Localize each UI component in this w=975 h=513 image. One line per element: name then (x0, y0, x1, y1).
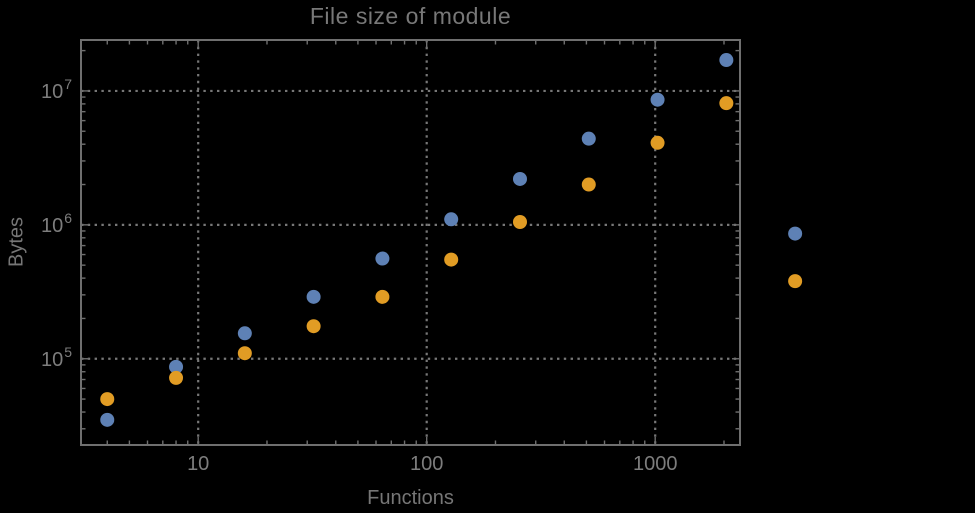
data-point-series-blue (512, 171, 527, 186)
data-point-series-blue (100, 412, 115, 427)
x-axis-label: Functions (367, 487, 454, 509)
chart-title: File size of module (309, 3, 512, 29)
x-tick-label: 10 (187, 453, 209, 475)
y-axis-label: Bytes (5, 216, 28, 268)
data-point-series-orange (719, 96, 734, 111)
data-point-series-orange (375, 289, 390, 304)
data-point-series-blue (444, 212, 459, 227)
x-tick-label: 1000 (633, 453, 678, 475)
data-point-series-orange (169, 370, 184, 385)
data-point-series-orange (100, 392, 115, 407)
y-tick-label: 106 (41, 210, 72, 237)
data-point-series-orange (650, 135, 665, 150)
data-point-series-orange (306, 319, 321, 334)
data-point-series-orange (788, 274, 803, 289)
data-point-series-blue (581, 131, 596, 146)
data-point-series-blue (719, 53, 734, 68)
data-point-series-orange (237, 346, 252, 361)
plot-frame (80, 39, 741, 446)
data-point-series-orange (512, 215, 527, 230)
data-point-series-blue (306, 289, 321, 304)
data-point-series-blue (375, 251, 390, 266)
data-point-series-orange (581, 177, 596, 192)
x-tick-label: 100 (410, 453, 443, 475)
y-tick-label: 105 (41, 344, 72, 371)
data-point-series-blue (650, 92, 665, 107)
data-point-series-orange (444, 252, 459, 267)
data-point-series-blue (788, 226, 803, 241)
data-point-series-blue (169, 359, 184, 374)
data-point-series-blue (237, 326, 252, 341)
y-tick-label: 107 (41, 76, 72, 103)
